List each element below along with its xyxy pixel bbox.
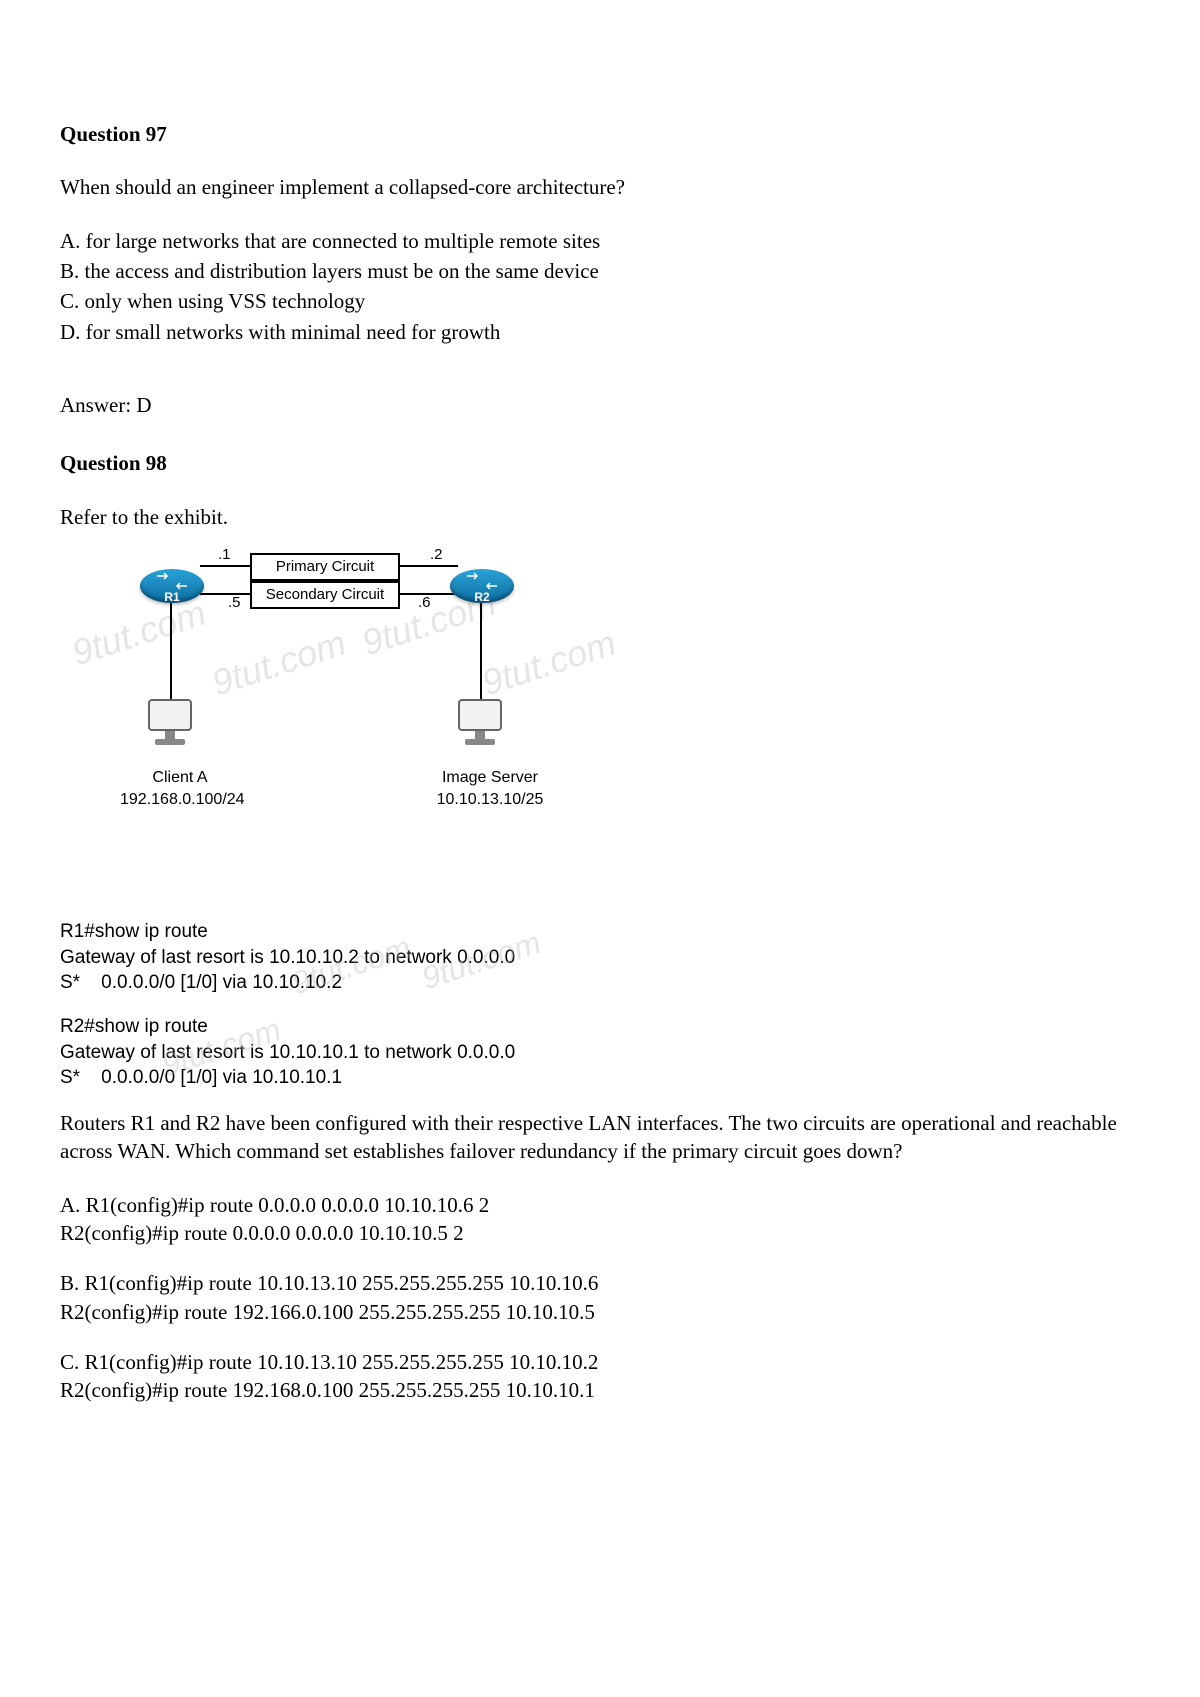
cli-r1-line1: R1#show ip route [60,919,1140,945]
q97-title: Question 97 [60,120,1140,148]
primary-circuit-box: Primary Circuit [250,553,400,581]
q97-option-d: D. for small networks with minimal need … [60,318,1140,346]
client-a-ip: 192.168.0.100/24 [120,789,240,811]
router-r1-label: R1 [164,589,179,605]
link-line [200,565,255,567]
q98-refer: Refer to the exhibit. [60,503,1140,531]
server-name: Image Server [420,767,560,789]
cli-r2-line1: R2#show ip route [60,1014,1140,1040]
ip-label: .6 [418,593,431,613]
cli-output-r1: 9tut.com 9tut.com R1#show ip route Gatew… [60,919,1140,996]
client-a-label: Client A 192.168.0.100/24 [120,767,240,810]
cli-r1-line2: Gateway of last resort is 10.10.10.2 to … [60,945,1140,971]
q98-exhibit: 9tut.com 9tut.com 9tut.com 9tut.com R1 R… [100,549,660,909]
q98-option-a: A. R1(config)#ip route 0.0.0.0 0.0.0.0 1… [60,1191,1140,1248]
q98-title: Question 98 [60,449,1140,477]
q97-answer: Answer: D [60,391,1140,419]
q97-answer-label: Answer: [60,393,131,417]
network-diagram: 9tut.com 9tut.com 9tut.com 9tut.com R1 R… [100,549,660,909]
watermark: 9tut.com [66,589,212,678]
q97-answer-value: D [136,393,151,417]
cli-output-r2: 9tut.com R2#show ip route Gateway of las… [60,1014,1140,1091]
link-line [170,603,172,703]
server-pc-icon [452,699,508,759]
q98-question-text: Routers R1 and R2 have been configured w… [60,1109,1140,1166]
q98-option-b: B. R1(config)#ip route 10.10.13.10 255.2… [60,1269,1140,1326]
ip-label: .1 [218,545,231,565]
watermark: 9tut.com [476,619,622,708]
image-server-label: Image Server 10.10.13.10/25 [420,767,560,810]
ip-label: .2 [430,545,443,565]
link-line [398,565,458,567]
q98-option-c: C. R1(config)#ip route 10.10.13.10 255.2… [60,1348,1140,1405]
q97-text: When should an engineer implement a coll… [60,173,1140,201]
q97-option-a: A. for large networks that are connected… [60,227,1140,255]
cli-r2-line3: S* 0.0.0.0/0 [1/0] via 10.10.10.1 [60,1065,1140,1091]
cli-r1-line3: S* 0.0.0.0/0 [1/0] via 10.10.10.2 [60,970,1140,996]
ip-label: .5 [228,593,241,613]
q98-option-c-l1: C. R1(config)#ip route 10.10.13.10 255.2… [60,1348,1140,1376]
q98-option-a-l2: R2(config)#ip route 0.0.0.0 0.0.0.0 10.1… [60,1219,1140,1247]
cli-r2-line2: Gateway of last resort is 10.10.10.1 to … [60,1040,1140,1066]
server-ip: 10.10.13.10/25 [420,789,560,811]
router-r2-icon: R2 [450,569,514,603]
q98-option-b-l1: B. R1(config)#ip route 10.10.13.10 255.2… [60,1269,1140,1297]
q98-option-a-l1: A. R1(config)#ip route 0.0.0.0 0.0.0.0 1… [60,1191,1140,1219]
router-r2-label: R2 [474,589,489,605]
link-line [480,603,482,703]
q97-options: A. for large networks that are connected… [60,227,1140,346]
watermark: 9tut.com [206,619,352,708]
q97-option-c: C. only when using VSS technology [60,287,1140,315]
client-pc-icon [142,699,198,759]
q97-option-b: B. the access and distribution layers mu… [60,257,1140,285]
router-r1-icon: R1 [140,569,204,603]
secondary-circuit-box: Secondary Circuit [250,581,400,609]
q98-option-b-l2: R2(config)#ip route 192.166.0.100 255.25… [60,1298,1140,1326]
q98-option-c-l2: R2(config)#ip route 192.168.0.100 255.25… [60,1376,1140,1404]
client-a-name: Client A [120,767,240,789]
